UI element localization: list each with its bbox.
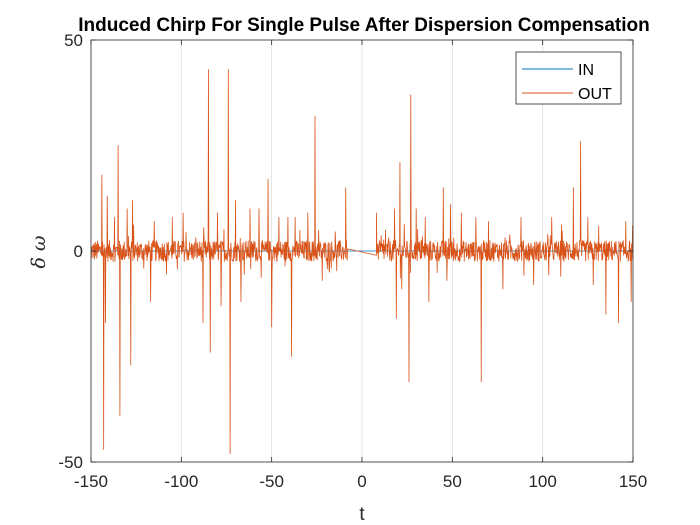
y-tick-label: -50	[58, 453, 83, 472]
legend-label-in: IN	[578, 62, 594, 79]
y-tick-label: 50	[64, 31, 83, 50]
x-tick-label: 50	[443, 472, 462, 491]
x-tick-label: 100	[528, 472, 556, 491]
y-axis-label: δ ω	[28, 236, 50, 269]
legend-box	[515, 51, 622, 105]
legend-label-out: OUT	[578, 86, 612, 103]
series-line-out	[90, 69, 634, 454]
x-axis-label: t	[359, 504, 365, 525]
series-layer	[90, 69, 634, 454]
ticks: -150 -100 -50 0 50 100 150 -50 0 50	[58, 31, 647, 491]
x-tick-label: 0	[357, 472, 366, 491]
x-tick-label: 150	[619, 472, 647, 491]
x-tick-label: -50	[259, 472, 284, 491]
x-tick-label: -100	[164, 472, 198, 491]
x-tick-label: -150	[74, 472, 108, 491]
y-tick-label: 0	[74, 242, 83, 261]
legend: IN OUT	[515, 51, 622, 105]
chart-title: Induced Chirp For Single Pulse After Dis…	[78, 15, 649, 36]
